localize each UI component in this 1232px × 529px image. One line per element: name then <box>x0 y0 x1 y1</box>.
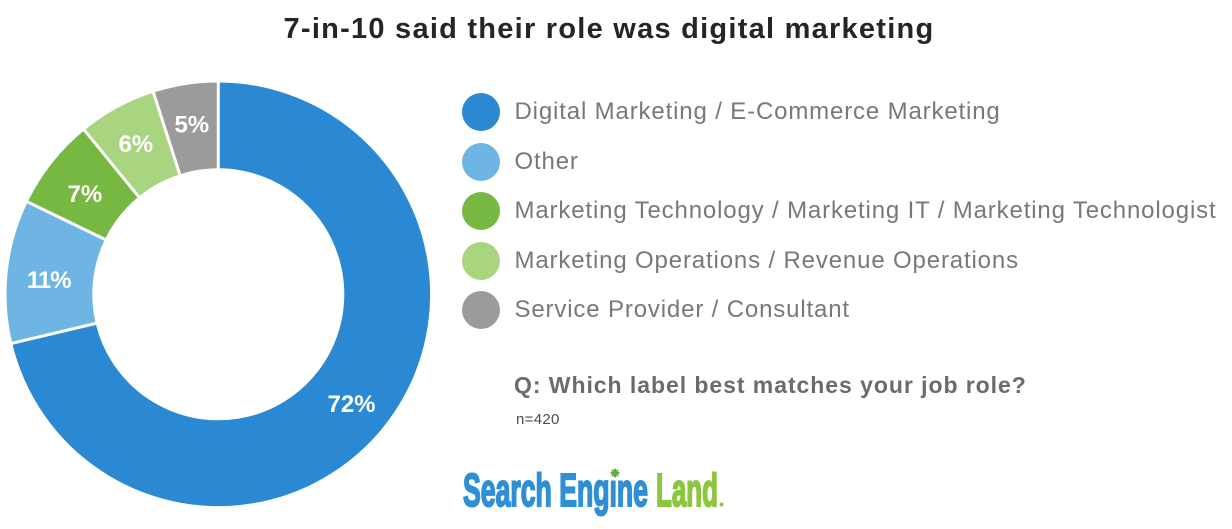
svg-text:7%: 7% <box>68 181 103 208</box>
svg-text:11%: 11% <box>27 267 71 294</box>
svg-text:6%: 6% <box>118 131 153 158</box>
svg-text:72%: 72% <box>327 391 375 418</box>
svg-text:Search Engıne: Search Engıne <box>463 464 648 516</box>
svg-text:5%: 5% <box>174 111 209 138</box>
svg-text:Land: Land <box>656 464 718 516</box>
